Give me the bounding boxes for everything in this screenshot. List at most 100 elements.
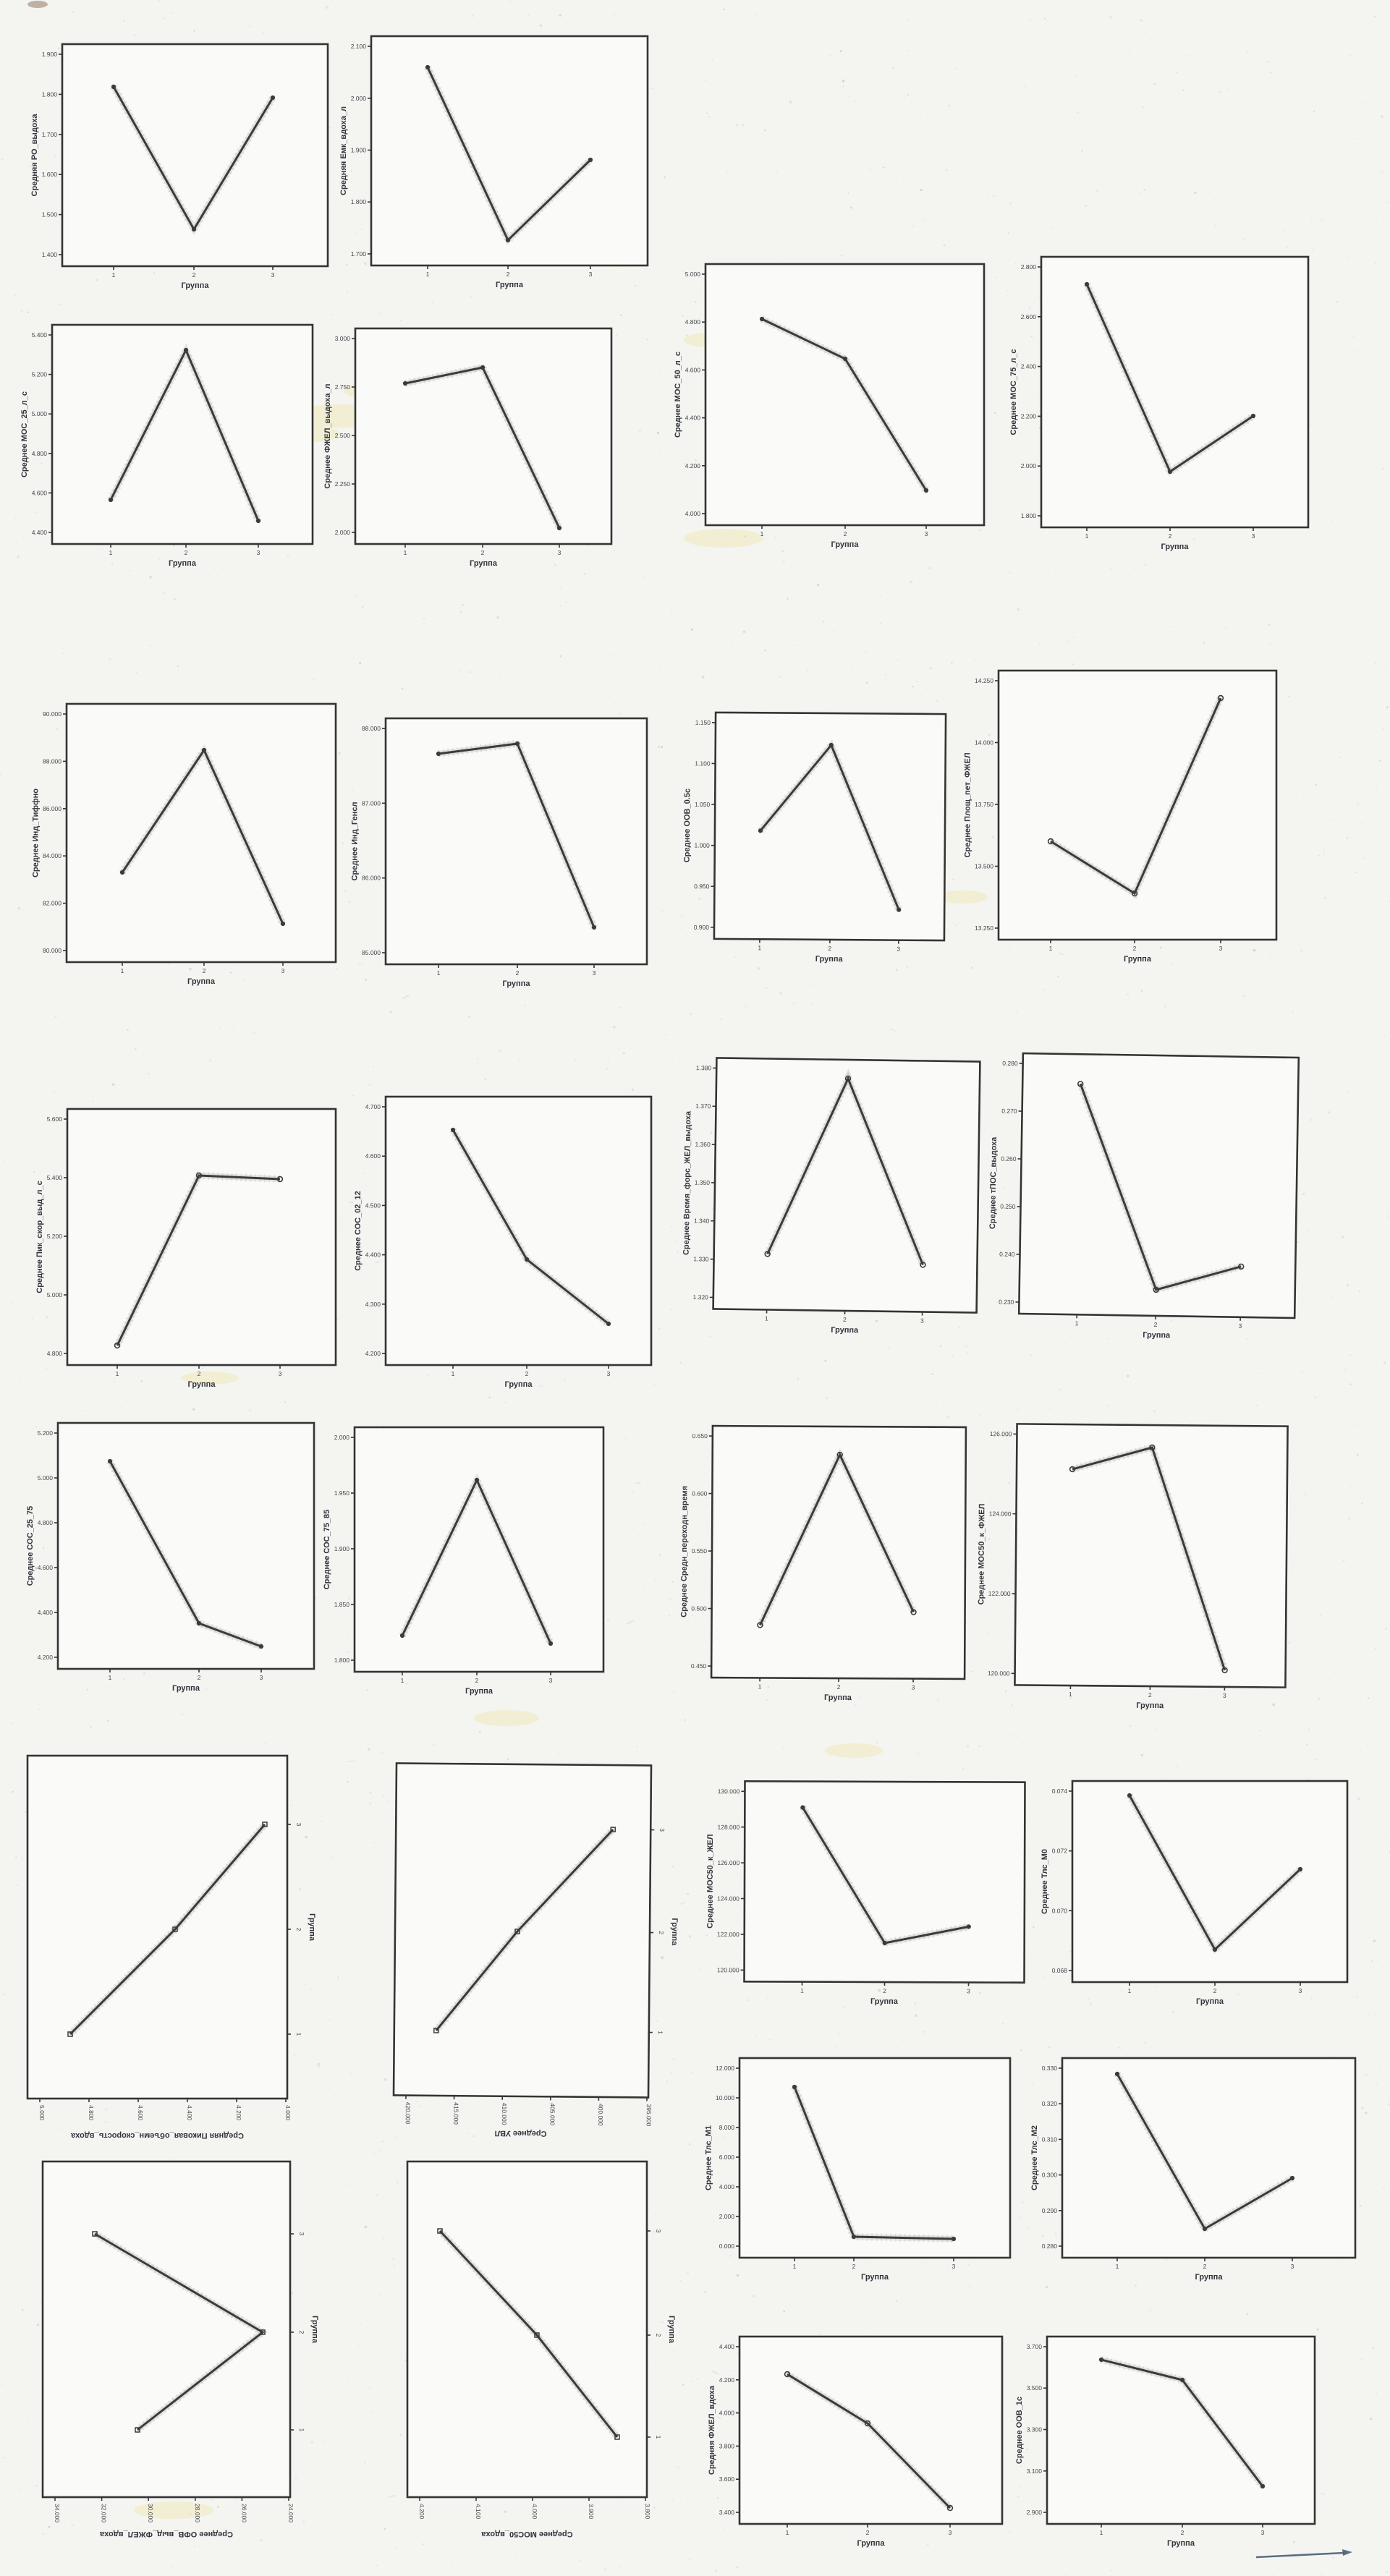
svg-text:1.800: 1.800 (334, 1657, 350, 1664)
svg-text:1: 1 (298, 2428, 305, 2432)
svg-text:2: 2 (198, 1370, 201, 1377)
svg-text:5.000: 5.000 (685, 271, 701, 278)
svg-text:130.000: 130.000 (718, 1788, 740, 1795)
svg-text:1: 1 (1116, 2263, 1119, 2270)
svg-text:Группа: Группа (870, 1997, 899, 2006)
svg-text:1: 1 (1100, 2529, 1103, 2536)
svg-text:3: 3 (1223, 1692, 1226, 1699)
svg-text:0.330: 0.330 (1042, 2065, 1058, 2072)
svg-text:1: 1 (1049, 945, 1053, 952)
svg-text:3.400: 3.400 (719, 2509, 735, 2516)
svg-text:3: 3 (260, 1674, 263, 1681)
svg-text:4.200: 4.200 (235, 2105, 242, 2121)
svg-text:Группа: Группа (1161, 543, 1190, 551)
svg-text:0.900: 0.900 (694, 924, 710, 931)
svg-text:2.000: 2.000 (719, 2213, 735, 2220)
svg-text:Среднее Тлс_М2: Среднее Тлс_М2 (1030, 2125, 1039, 2190)
svg-text:3: 3 (1252, 532, 1255, 540)
svg-text:34.000: 34.000 (54, 2504, 61, 2522)
svg-text:3: 3 (967, 1987, 970, 1994)
svg-text:0.320: 0.320 (1042, 2100, 1058, 2107)
svg-text:0.260: 0.260 (1001, 1155, 1017, 1162)
svg-text:2: 2 (866, 2529, 870, 2536)
svg-text:1: 1 (760, 530, 764, 537)
svg-text:4.300: 4.300 (365, 1301, 381, 1308)
svg-text:3: 3 (271, 271, 275, 279)
svg-text:2: 2 (203, 967, 206, 974)
svg-text:1.950: 1.950 (334, 1489, 350, 1497)
svg-text:Среднее Инд_Генсл: Среднее Инд_Генсл (350, 802, 359, 881)
svg-text:4.100: 4.100 (475, 2504, 482, 2520)
svg-text:Группа: Группа (496, 281, 524, 289)
svg-text:4.000: 4.000 (719, 2183, 735, 2190)
svg-text:3: 3 (549, 1677, 553, 1684)
svg-text:14.250: 14.250 (975, 677, 993, 684)
svg-text:4.000: 4.000 (284, 2105, 292, 2121)
svg-text:Среднее МОС50_к_ЖЕЛ: Среднее МОС50_к_ЖЕЛ (706, 1834, 715, 1928)
svg-text:3: 3 (1299, 1987, 1302, 1994)
svg-text:Среднее тПОС_выдоха: Среднее тПОС_выдоха (988, 1136, 999, 1229)
svg-text:3: 3 (897, 945, 900, 953)
svg-text:0.270: 0.270 (1001, 1108, 1017, 1115)
svg-text:2.400: 2.400 (1021, 363, 1037, 370)
svg-text:1: 1 (401, 1677, 404, 1684)
svg-text:Среднее Тлс_М1: Среднее Тлс_М1 (704, 2125, 713, 2190)
svg-text:1.500: 1.500 (42, 211, 58, 218)
svg-text:2.600: 2.600 (1021, 313, 1037, 320)
svg-text:5.000: 5.000 (38, 1474, 54, 1482)
svg-text:Среднее Средн_переходн_время: Среднее Средн_переходн_время (680, 1486, 690, 1618)
svg-text:3: 3 (607, 1370, 611, 1377)
svg-text:3: 3 (1219, 945, 1223, 952)
svg-text:0.230: 0.230 (999, 1298, 1014, 1306)
svg-text:4.000: 4.000 (719, 2410, 735, 2417)
svg-text:Группа: Группа (831, 540, 860, 549)
svg-text:2.750: 2.750 (335, 383, 351, 391)
svg-text:3: 3 (593, 969, 596, 977)
svg-text:2: 2 (298, 2331, 305, 2334)
svg-text:Группа: Группа (1143, 1331, 1171, 1340)
svg-text:90.000: 90.000 (43, 710, 62, 718)
svg-text:3: 3 (658, 1828, 666, 1832)
svg-text:Среднее ООВ_1с: Среднее ООВ_1с (1015, 2397, 1024, 2464)
svg-text:1.330: 1.330 (693, 1255, 709, 1262)
svg-text:Средняя РО_выдоха: Средняя РО_выдоха (30, 114, 39, 197)
svg-text:3: 3 (949, 2529, 952, 2536)
svg-text:120.000: 120.000 (717, 1966, 740, 1973)
svg-text:2.900: 2.900 (1027, 2509, 1043, 2516)
svg-text:2.800: 2.800 (1021, 263, 1037, 271)
svg-text:2: 2 (295, 1928, 302, 1931)
svg-text:Группа: Группа (188, 1380, 216, 1389)
svg-text:2: 2 (198, 1674, 201, 1681)
svg-text:Среднее МОС50_вдоха: Среднее МОС50_вдоха (481, 2530, 573, 2538)
svg-text:3: 3 (920, 1317, 924, 1324)
svg-text:3.600: 3.600 (719, 2475, 735, 2483)
svg-text:122.000: 122.000 (717, 1931, 740, 1938)
svg-text:1.360: 1.360 (695, 1141, 711, 1148)
svg-text:Группа: Группа (308, 1913, 316, 1942)
svg-text:Группа: Группа (310, 2316, 319, 2344)
svg-text:4.800: 4.800 (685, 318, 701, 326)
svg-text:1: 1 (1069, 1691, 1072, 1698)
svg-text:1.900: 1.900 (351, 147, 367, 154)
svg-text:Группа: Группа (187, 977, 216, 986)
svg-text:1: 1 (1128, 1987, 1132, 1994)
svg-text:Среднее ООВ_0.5с: Среднее ООВ_0.5с (683, 788, 692, 862)
svg-text:Группа: Группа (182, 281, 210, 290)
svg-text:4.200: 4.200 (365, 1350, 381, 1357)
svg-text:3.300: 3.300 (1027, 2426, 1043, 2433)
svg-text:2: 2 (837, 1683, 841, 1691)
svg-text:86.000: 86.000 (362, 875, 381, 882)
svg-text:1.100: 1.100 (695, 760, 711, 767)
svg-text:Среднее МОС_50_л_с: Среднее МОС_50_л_с (674, 352, 682, 438)
svg-text:5.200: 5.200 (47, 1233, 63, 1240)
svg-text:1: 1 (116, 1370, 119, 1377)
svg-text:4.000: 4.000 (531, 2504, 538, 2520)
svg-text:Среднее МОС_25_л_с: Среднее МОС_25_л_с (20, 391, 29, 477)
svg-text:1: 1 (786, 2529, 789, 2536)
svg-text:87.000: 87.000 (362, 799, 381, 807)
svg-text:1.700: 1.700 (42, 131, 58, 138)
svg-text:1.370: 1.370 (695, 1102, 711, 1110)
svg-text:1.900: 1.900 (42, 51, 58, 58)
svg-text:1: 1 (793, 2263, 797, 2270)
svg-text:4.800: 4.800 (32, 450, 48, 457)
